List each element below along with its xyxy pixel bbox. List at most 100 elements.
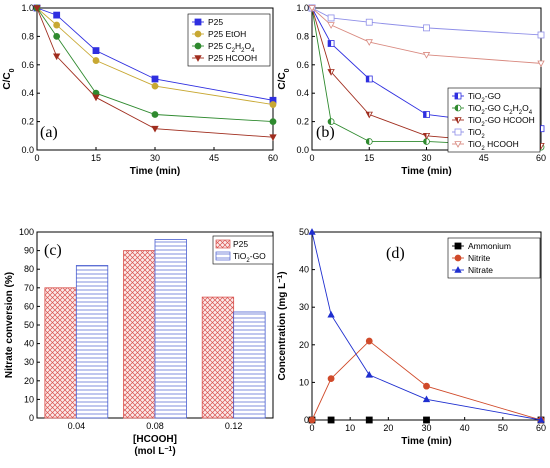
y-tick-label: 40 [24, 339, 34, 349]
legend-swatch-1 [215, 251, 231, 261]
x-tick-label: 60 [536, 153, 546, 163]
legend-entry-1: Nitrite [468, 253, 490, 263]
data-point-s1-0 [308, 416, 316, 424]
x-tick-label: 50 [498, 423, 508, 433]
data-point-s3-3 [423, 24, 430, 32]
y-tick-label: 0.0 [296, 145, 309, 155]
x-tick-label: 60 [268, 153, 278, 163]
data-point-s4-0 [308, 5, 316, 12]
panel-a-chart: 0 15 30 45 60 0.0 0.2 0.4 0.6 0.8 1.0 Time (min) C/C… [2, 3, 278, 177]
y-tick-label: 50 [299, 227, 309, 237]
legend-marker-1 [454, 254, 462, 262]
data-point-s1-1 [53, 21, 61, 29]
legend-entry-0: P25 [233, 239, 248, 249]
data-point-s3-4 [269, 134, 277, 142]
y-tick-label: 0.6 [296, 60, 309, 70]
data-point-s2-2 [365, 111, 373, 119]
legend-entry-4: TiO2 HCOOH [468, 139, 519, 152]
y-tick-label: 0.0 [21, 145, 34, 155]
legend-marker-0 [454, 92, 462, 100]
bar-s0-c2 [201, 296, 235, 419]
data-point-s1-1 [327, 118, 335, 125]
data-point-s1-3 [151, 82, 159, 90]
y-tick-label: 80 [24, 264, 34, 274]
legend-marker-4 [454, 141, 462, 148]
data-point-s2-3 [151, 111, 159, 118]
bar-s1-c1 [154, 239, 187, 419]
y-tick-label: 60 [24, 301, 34, 311]
data-point-s0-3 [151, 75, 159, 83]
x-tick-label: 0.04 [68, 421, 86, 431]
y-tick-label: 100 [19, 227, 34, 237]
data-point-s1-4 [269, 101, 277, 108]
y-tick-label: 0.2 [21, 117, 34, 127]
data-point-s3-2 [365, 18, 373, 26]
y-tick-label: 90 [24, 246, 34, 256]
legend-marker-2 [194, 42, 202, 50]
x-tick-label: 30 [421, 423, 431, 433]
data-point-s2-1 [53, 33, 61, 40]
data-point-s2-1 [327, 69, 335, 76]
bar-s1-c2 [233, 311, 266, 419]
x-axis-title: Time (min) [130, 166, 180, 177]
x-tick-label: 40 [460, 423, 470, 433]
x-tick-label: 15 [364, 153, 374, 163]
data-point-s0-2 [365, 75, 373, 83]
x-tick-label: 45 [209, 153, 219, 163]
y-tick-label: 0.4 [296, 88, 309, 98]
y-tick-label: 0.6 [21, 60, 34, 70]
y-tick-label: 1.0 [21, 3, 34, 13]
x-tick-label: 0 [34, 153, 39, 163]
data-point-s4-1 [327, 22, 335, 29]
legend-marker-3 [194, 55, 202, 62]
x-tick-label: 0.12 [225, 421, 243, 431]
legend-marker-0 [454, 242, 462, 250]
panel-d-chart: 0 10 20 30 40 50 60 0 10 20 30 40 50 Time (min) Concen… [277, 227, 547, 447]
data-point-s3-1 [52, 53, 61, 61]
legend-entry-0: Ammonium [468, 241, 511, 251]
y-tick-label: 20 [299, 340, 309, 350]
y-tick-label: 0.8 [296, 31, 309, 41]
legend-marker-2 [454, 117, 462, 124]
data-point-s3-4 [537, 31, 545, 39]
legend-swatch-0 [215, 239, 231, 249]
data-point-s3-0 [33, 5, 41, 12]
y-tick-label: 0 [304, 415, 309, 425]
data-point-s2-4 [537, 416, 545, 423]
y-tick-label: 40 [299, 265, 309, 275]
data-point-s0-2 [365, 416, 373, 424]
x-tick-label: 0 [309, 423, 314, 433]
x-tick-label: 45 [479, 153, 489, 163]
legend-entry-1: P25 EtOH [208, 29, 246, 39]
legend-marker-1 [454, 104, 462, 112]
data-point-s2-0 [308, 228, 316, 235]
data-point-s2-4 [269, 118, 277, 125]
data-point-s2-3 [422, 395, 431, 403]
legend-entry-2: Nitrate [468, 265, 493, 275]
x-tick-label: 20 [383, 423, 393, 433]
y-tick-label: 70 [24, 283, 34, 293]
x-tick-label: 0 [309, 153, 314, 163]
x-tick-label: 0.08 [146, 421, 164, 431]
panel-label: (a) [40, 124, 58, 141]
data-point-s2-1 [327, 310, 335, 318]
data-point-s4-4 [537, 60, 545, 68]
data-point-s0-2 [92, 47, 100, 54]
data-point-s0-1 [53, 11, 61, 19]
panel-c-chart: 0 10 20 30 40 50 60 70 80 90 100 0.04 0.08 0.12 [HCOOH… [4, 227, 274, 457]
bar-s1-c0 [75, 265, 109, 419]
data-point-s0-1 [327, 416, 335, 424]
data-point-s1-2 [365, 138, 373, 145]
x-axis-title: Time (min) [401, 436, 451, 447]
legend-marker-0 [194, 18, 202, 26]
x-tick-label: 30 [421, 153, 431, 163]
x-axis-title: [HCOOH] [133, 434, 177, 445]
data-point-s4-2 [365, 39, 373, 46]
bar-s0-c1 [123, 250, 156, 419]
legend-entry-1: TiO2-GO C2H2O4 [468, 103, 533, 116]
y-tick-label: 10 [24, 394, 34, 404]
legend-entry-3: P25 HCOOH [208, 53, 257, 63]
legend-entry-3: TiO2 [468, 127, 485, 140]
y-tick-label: 0.8 [21, 31, 34, 41]
